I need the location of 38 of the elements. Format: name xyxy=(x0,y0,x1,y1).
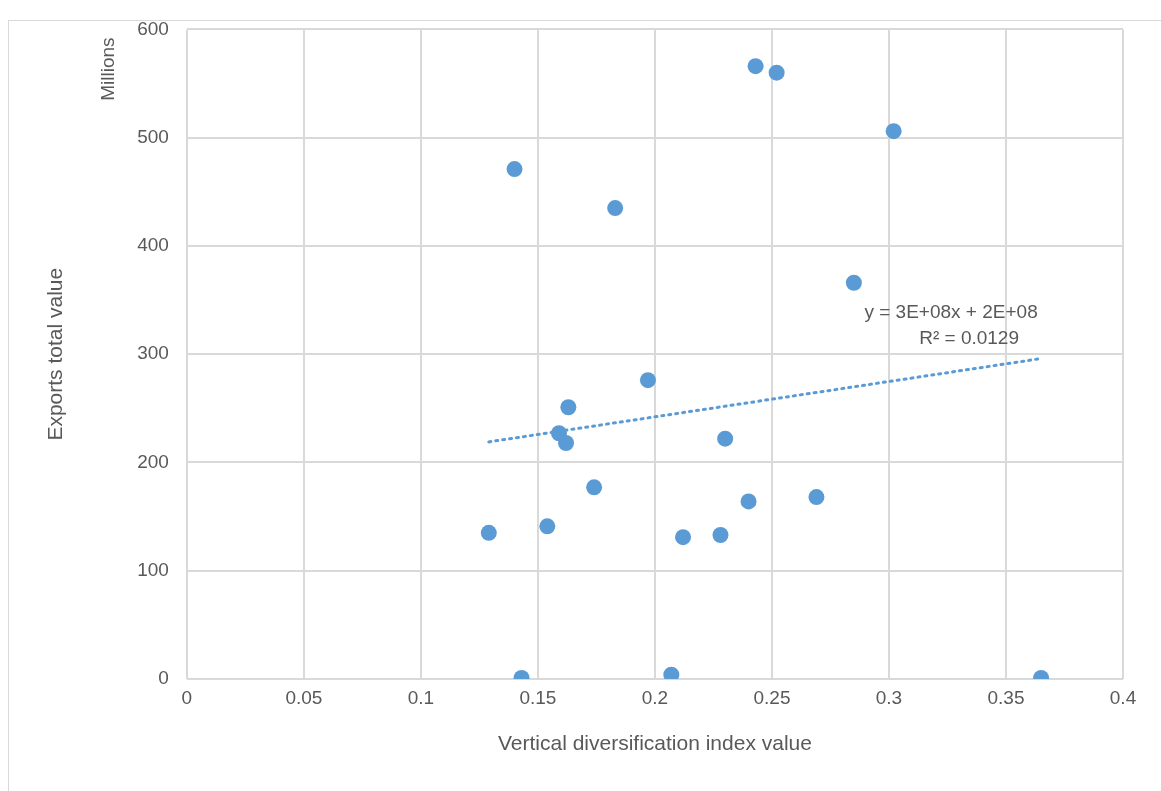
annotation: R² = 0.0129 xyxy=(919,326,1020,348)
point xyxy=(675,529,692,546)
x-tick-label: 0.25 xyxy=(753,686,791,708)
point xyxy=(885,123,902,140)
point xyxy=(639,372,656,389)
point xyxy=(480,524,497,541)
x-tick-label: 0.35 xyxy=(987,686,1025,708)
point xyxy=(586,479,603,496)
point xyxy=(558,434,575,451)
y-tick-label: 600 xyxy=(137,17,169,39)
point xyxy=(740,493,757,510)
point xyxy=(768,64,785,81)
x-tick-label: 0.1 xyxy=(407,686,435,708)
point xyxy=(808,489,825,506)
text: Millions xyxy=(97,37,119,101)
x-tick-label: 0.15 xyxy=(519,686,557,708)
x-tick-label: 0.05 xyxy=(285,686,323,708)
point xyxy=(717,430,734,447)
y-tick-label: 300 xyxy=(137,342,169,364)
point xyxy=(607,200,624,217)
x-tick-label: 0.4 xyxy=(1109,686,1137,708)
x-tick-label: 0.2 xyxy=(641,686,669,708)
y-tick-label: 400 xyxy=(137,234,169,256)
point xyxy=(506,161,523,178)
annotation: y = 3E+08x + 2E+08 xyxy=(864,300,1038,322)
y-tick-label: 200 xyxy=(137,450,169,472)
point xyxy=(747,58,764,75)
point xyxy=(845,274,862,291)
point xyxy=(560,399,577,416)
y-tick-label: 100 xyxy=(137,558,169,580)
y-tick-label: 500 xyxy=(137,125,169,147)
point xyxy=(712,527,729,544)
y-axis-title: Exports total value xyxy=(43,267,67,441)
x-axis-title: Vertical diversification index value xyxy=(497,731,812,755)
x-tick-label: 0 xyxy=(181,686,193,708)
point xyxy=(539,518,556,535)
x-tick-label: 0.3 xyxy=(875,686,903,708)
y-tick-label: 0 xyxy=(158,667,169,689)
